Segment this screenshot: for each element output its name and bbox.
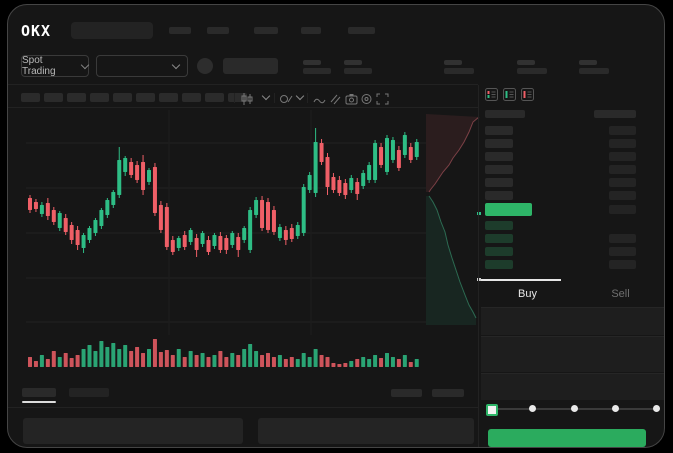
timeframe-placeholder[interactable] <box>67 93 86 102</box>
orderbook-last-price[interactable] <box>485 203 532 216</box>
depth-chart <box>426 114 481 325</box>
chart-type-candles-icon[interactable] <box>240 92 253 110</box>
timeframe-placeholder[interactable] <box>228 93 247 102</box>
ask-amount-bar <box>609 191 636 200</box>
timeframe-placeholder[interactable] <box>21 93 40 102</box>
timeframe-placeholder[interactable] <box>182 93 201 102</box>
ask-price-bar[interactable] <box>485 178 513 187</box>
orders-panel-placeholder <box>23 418 243 444</box>
ask-price-bar[interactable] <box>485 152 513 161</box>
book-both-icon[interactable] <box>485 88 498 106</box>
bid-price-bar[interactable] <box>485 234 513 243</box>
ask-amount-bar <box>609 126 636 135</box>
slider-stop-dot[interactable] <box>611 405 619 412</box>
ticker-stat-label <box>579 60 597 65</box>
timeframe-placeholder[interactable] <box>205 93 224 102</box>
ticker-stat-value <box>444 68 474 74</box>
ticker-stat-value <box>303 68 331 74</box>
orderbook-header-amount <box>594 110 636 118</box>
chevron-down-icon[interactable] <box>295 91 305 101</box>
ask-amount-bar <box>609 139 636 148</box>
ask-amount-bar <box>609 165 636 174</box>
bottom-tab-active[interactable] <box>22 388 56 397</box>
bid-price-bar[interactable] <box>485 260 513 269</box>
ticker-stat-label <box>344 60 362 65</box>
nav-item-placeholder[interactable] <box>207 27 229 34</box>
orderbook-header-price <box>485 110 525 118</box>
ask-amount-bar <box>609 152 636 161</box>
line-icon[interactable] <box>313 93 326 111</box>
chevron-down-icon[interactable] <box>261 91 271 101</box>
tab-sell[interactable]: Sell <box>611 288 630 300</box>
nav-item-placeholder[interactable] <box>301 27 321 34</box>
ticker-stat-label <box>444 60 462 65</box>
bid-price-bar[interactable] <box>485 221 513 230</box>
buy-tab-underline <box>481 279 561 281</box>
bid-price-bar[interactable] <box>485 247 513 256</box>
bid-amount-bar <box>609 234 636 243</box>
indicators-icon[interactable] <box>280 92 293 110</box>
buy-submit-button[interactable] <box>488 429 646 447</box>
market-type-label: Spot Trading <box>22 55 56 77</box>
bottom-tab-underline <box>22 401 56 403</box>
bottom-action-placeholder[interactable] <box>391 389 422 397</box>
bid-amount-bar <box>609 247 636 256</box>
app-window: OKX Spot Trading <box>7 4 665 448</box>
chevron-down-icon <box>80 60 90 69</box>
bid-amount-bar <box>609 260 636 269</box>
ask-price-bar[interactable] <box>485 126 513 135</box>
timeframe-placeholder[interactable] <box>90 93 109 102</box>
chevron-down-icon <box>171 60 181 69</box>
timeframe-placeholder[interactable] <box>159 93 178 102</box>
camera-icon[interactable] <box>345 92 358 110</box>
bottom-tab[interactable] <box>69 388 109 397</box>
search-placeholder[interactable] <box>71 22 153 39</box>
ask-price-bar[interactable] <box>485 139 513 148</box>
orders-panel-placeholder <box>258 418 474 444</box>
slider-stop-dot[interactable] <box>653 405 660 412</box>
pair-name-placeholder[interactable] <box>223 58 278 74</box>
settings-circle-icon[interactable] <box>360 92 373 110</box>
nav-item-placeholder[interactable] <box>348 27 375 34</box>
ticker-stat-value <box>517 68 547 74</box>
book-bids-icon[interactable] <box>503 88 516 106</box>
market-type-dropdown[interactable]: Spot Trading <box>21 55 90 77</box>
ask-amount-bar <box>609 178 636 187</box>
amount-slider-handle[interactable] <box>486 404 498 416</box>
timeframe-placeholder[interactable] <box>136 93 155 102</box>
orderbook-amount-bar <box>609 205 636 214</box>
ask-price-bar[interactable] <box>485 165 513 174</box>
compare-icon[interactable] <box>329 92 342 110</box>
timeframe-placeholder[interactable] <box>44 93 63 102</box>
order-amount-field[interactable] <box>481 336 664 372</box>
ticker-stat-value <box>579 68 609 74</box>
nav-item-placeholder[interactable] <box>169 27 191 34</box>
ticker-stat-label <box>303 60 321 65</box>
book-asks-icon[interactable] <box>521 88 534 106</box>
fullscreen-icon[interactable] <box>376 92 389 110</box>
coin-avatar <box>197 58 213 74</box>
bottom-action-placeholder[interactable] <box>432 389 464 397</box>
tab-buy[interactable]: Buy <box>518 288 537 300</box>
ticker-stat-value <box>344 68 372 74</box>
volume-chart <box>28 339 419 367</box>
pair-search-dropdown[interactable] <box>96 55 188 77</box>
nav-item-placeholder[interactable] <box>254 27 278 34</box>
slider-stop-dot[interactable] <box>529 405 537 412</box>
candlestick-chart[interactable] <box>26 110 426 338</box>
order-total-field[interactable] <box>481 373 664 400</box>
slider-stop-dot[interactable] <box>570 405 578 412</box>
ticker-stat-label <box>517 60 535 65</box>
timeframe-placeholder[interactable] <box>113 93 132 102</box>
okx-logo: OKX <box>21 22 52 40</box>
order-price-field[interactable] <box>481 307 664 335</box>
ask-price-bar[interactable] <box>485 191 513 200</box>
